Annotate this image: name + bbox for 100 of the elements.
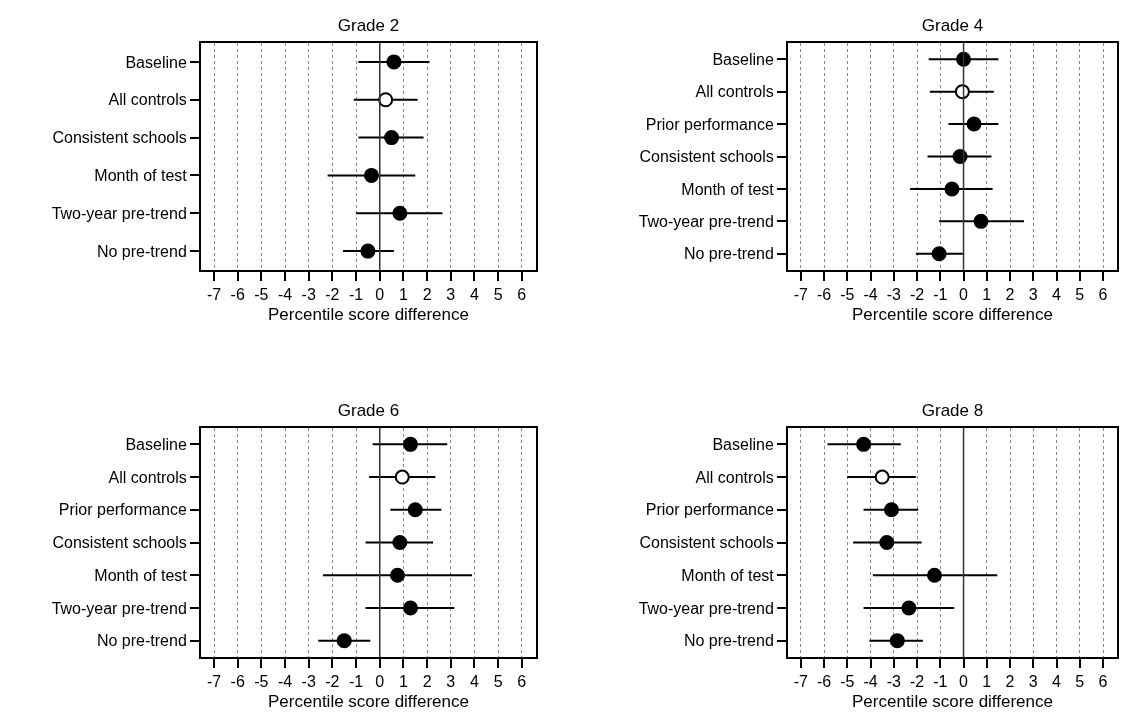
x-tick-label: -1 [933,673,948,691]
y-tick-label: All controls [695,468,774,486]
point [926,567,942,583]
point [954,84,970,100]
x-tick-label: -3 [886,286,901,304]
x-tick-label: 4 [1052,673,1062,691]
x-tick-label: 2 [422,673,432,691]
x-tick-label: 0 [959,286,969,304]
y-tick-label: Month of test [681,566,775,584]
point [360,243,376,259]
x-tick-label: -3 [301,673,316,691]
point [856,436,872,452]
x-tick-label: 6 [1098,673,1108,691]
y-tick-label: Two-year pre-trend [638,599,774,617]
x-tick-label: -4 [863,286,878,304]
point [879,535,895,550]
x-tick-label: -7 [793,286,808,304]
x-tick-label: 0 [375,673,385,691]
point [390,567,405,583]
x-tick-label: 1 [398,673,408,691]
y-tick-label: Month of test [94,167,188,185]
x-tick-label: 5 [1075,673,1085,691]
y-tick-label: No pre-trend [683,245,774,263]
x-tick-label: -4 [277,286,293,304]
point [363,167,379,183]
x-tick-label: 5 [493,673,503,691]
chart-title: Grade 2 [337,16,400,35]
point [966,116,982,132]
x-tick-label: -2 [325,286,340,304]
x-axis-title: Percentile score difference [268,692,469,712]
point [883,502,899,518]
y-tick-label: Consistent schools [639,534,774,552]
x-tick-label: 1 [982,673,992,691]
x-tick-label: 5 [493,286,503,304]
x-tick-label: 2 [422,286,432,304]
point [973,213,989,229]
y-tick-label: Consistent schools [639,148,774,166]
point [384,130,400,146]
point [931,246,947,262]
y-tick-label: No pre-trend [96,242,187,260]
x-tick-label: 1 [982,286,992,304]
y-tick-label: All controls [108,91,187,109]
y-tick-label: All controls [108,468,187,486]
y-tick-label: No pre-trend [683,632,774,650]
x-tick-label: 3 [1028,673,1038,691]
x-tick-label: 2 [1005,673,1015,691]
x-tick-label: -1 [933,286,948,304]
x-tick-label: -2 [909,286,925,304]
point [403,436,419,452]
x-tick-label: -1 [348,286,364,304]
x-tick-label: -4 [863,673,878,691]
x-tick-label: -7 [793,673,808,691]
x-tick-label: 3 [446,286,456,304]
x-tick-label: 5 [1075,286,1085,304]
chart-title: Grade 8 [921,401,984,420]
y-tick-label: Baseline [712,435,774,453]
point [403,600,419,616]
point [874,469,890,485]
x-tick-label: 4 [1052,286,1062,304]
y-tick-label: Consistent schools [52,534,187,552]
x-tick-label: 3 [446,673,456,691]
x-axis-title: Percentile score difference [852,692,1053,712]
y-tick-label: Consistent schools [52,129,187,147]
x-tick-label: -6 [816,286,832,304]
x-tick-label: 0 [375,286,385,304]
point [386,54,402,70]
x-tick-label: -5 [840,673,855,691]
point [944,181,960,197]
x-tick-label: -2 [909,673,925,691]
x-axis-title: Percentile score difference [852,305,1053,325]
point [394,469,410,485]
x-tick-label: 1 [398,286,408,304]
point [392,535,408,550]
point [952,149,968,164]
x-tick-label: 2 [1005,286,1015,304]
y-tick-label: Baseline [125,435,187,453]
x-tick-label: 4 [470,673,479,691]
x-tick-label: -5 [254,286,269,304]
x-tick-label: 6 [517,673,527,691]
x-tick-label: -2 [325,673,340,691]
x-tick-label: 6 [1098,286,1108,304]
y-tick-label: Month of test [681,180,775,198]
y-tick-label: Two-year pre-trend [51,599,187,617]
point [889,633,905,649]
y-tick-label: Baseline [712,50,774,68]
x-tick-label: 3 [1028,286,1038,304]
x-tick-label: 0 [959,673,969,691]
chart-title: Grade 6 [337,401,400,420]
point [336,633,352,649]
y-tick-label: Prior performance [645,501,774,519]
x-tick-label: -3 [301,286,316,304]
x-tick-label: -7 [206,286,222,304]
point [901,600,917,616]
y-tick-label: Prior performance [645,115,774,133]
x-tick-label: -6 [230,286,245,304]
y-tick-label: Prior performance [58,501,187,519]
x-tick-label: -5 [254,673,269,691]
x-tick-label: 4 [470,286,479,304]
y-tick-label: Month of test [94,566,188,584]
chart-title: Grade 4 [921,16,984,35]
